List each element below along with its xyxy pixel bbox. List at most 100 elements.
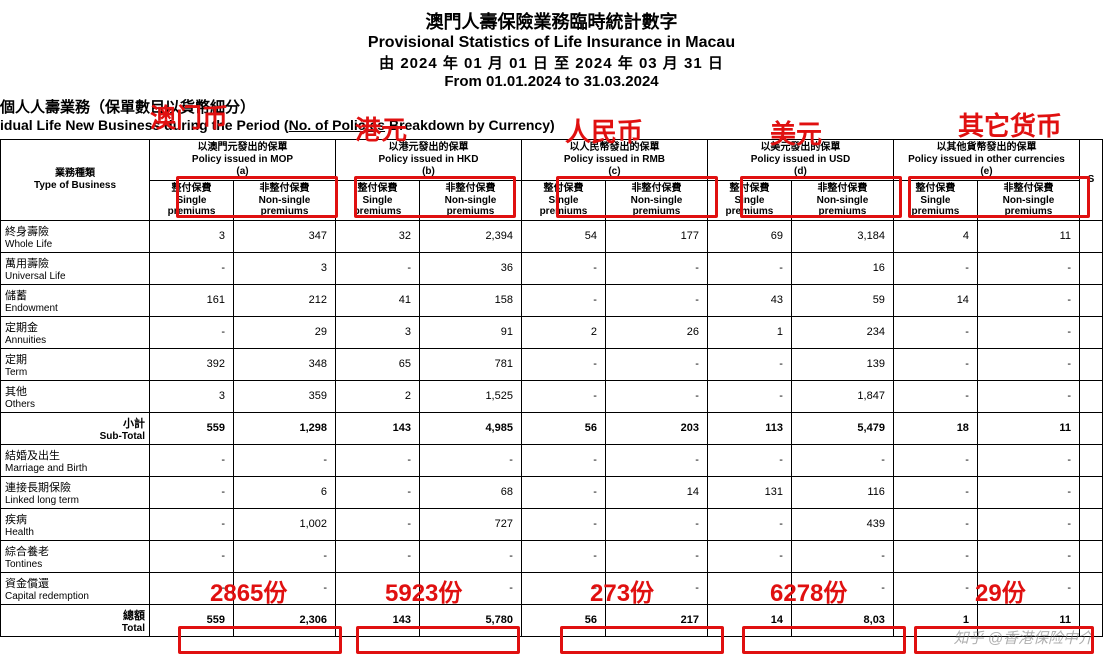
- cell: -: [335, 508, 419, 540]
- cell: -: [707, 380, 791, 412]
- cell: 68: [419, 476, 521, 508]
- cell: 139: [791, 348, 893, 380]
- cell: 11: [977, 220, 1079, 252]
- row-label: 萬用壽險Universal Life: [1, 252, 150, 284]
- cell: -: [977, 316, 1079, 348]
- cell: -: [150, 316, 234, 348]
- cell: -: [605, 444, 707, 476]
- cell: 217: [605, 604, 707, 636]
- cell: 559: [150, 412, 234, 444]
- cell: -: [521, 540, 605, 572]
- cell: -: [521, 572, 605, 604]
- cell: -: [234, 444, 336, 476]
- subcol-single: 整付保費Single premiums: [893, 181, 977, 221]
- cell: 5,780: [419, 604, 521, 636]
- cell: -: [893, 508, 977, 540]
- cell: 3: [150, 220, 234, 252]
- cell: 348: [234, 348, 336, 380]
- cell: 1,002: [234, 508, 336, 540]
- cell: 4: [893, 220, 977, 252]
- cell: -: [419, 444, 521, 476]
- cell: -: [977, 572, 1079, 604]
- row-label: 總額Total: [1, 604, 150, 636]
- cell: 727: [419, 508, 521, 540]
- cell: -: [150, 508, 234, 540]
- cell: -: [150, 540, 234, 572]
- cell: -: [521, 508, 605, 540]
- section-title-cn: 個人人壽業務（保單數目以貨幣細分）: [0, 99, 255, 116]
- cell: -: [605, 284, 707, 316]
- cell: -: [150, 476, 234, 508]
- cell: -: [234, 572, 336, 604]
- row-label: 儲蓄Endowment: [1, 284, 150, 316]
- cell: 3: [150, 380, 234, 412]
- cell: 5,479: [791, 412, 893, 444]
- cell: -: [605, 380, 707, 412]
- subcol-nonsingle: 非整付保費Non-single premiums: [234, 181, 336, 221]
- document-header: 澳門人壽保險業務臨時統計數字 Provisional Statistics of…: [0, 0, 1103, 90]
- cell: 16: [791, 252, 893, 284]
- cell: 14: [707, 604, 791, 636]
- cell: 347: [234, 220, 336, 252]
- title-en: Provisional Statistics of Life Insurance…: [0, 34, 1103, 52]
- cell: 8,03: [791, 604, 893, 636]
- row-label: 結婚及出生Marriage and Birth: [1, 444, 150, 476]
- cell: -: [893, 380, 977, 412]
- cell: 131: [707, 476, 791, 508]
- col-hkd: 以港元發出的保單Policy issued in HKD(b): [335, 140, 521, 181]
- cell: 14: [893, 284, 977, 316]
- cell: -: [791, 572, 893, 604]
- cell: -: [335, 476, 419, 508]
- row-label: 疾病Health: [1, 508, 150, 540]
- cell: 43: [707, 284, 791, 316]
- subcol-single: 整付保費Single premiums: [335, 181, 419, 221]
- cell: -: [977, 380, 1079, 412]
- cell: 41: [335, 284, 419, 316]
- cell: 3,184: [791, 220, 893, 252]
- subcol-nonsingle: 非整付保費Non-single premiums: [419, 181, 521, 221]
- cell: -: [419, 540, 521, 572]
- cell: 1: [707, 316, 791, 348]
- row-label: 其他Others: [1, 380, 150, 412]
- cell: -: [893, 316, 977, 348]
- subcol-single: 整付保費Single premiums: [521, 181, 605, 221]
- row-label: 資金償還Capital redemption: [1, 572, 150, 604]
- cell: 1,525: [419, 380, 521, 412]
- cell: 2: [521, 316, 605, 348]
- cell: 36: [419, 252, 521, 284]
- date-range-en: From 01.01.2024 to 31.03.2024: [0, 73, 1103, 90]
- cell: -: [335, 572, 419, 604]
- cell: -: [977, 252, 1079, 284]
- cell: -: [335, 444, 419, 476]
- cell: -: [521, 284, 605, 316]
- cell: -: [977, 508, 1079, 540]
- section-title: 個人人壽業務（保單數目以貨幣細分） idual Life New Busines…: [0, 96, 1103, 135]
- cell: -: [335, 252, 419, 284]
- cell: -: [707, 540, 791, 572]
- cell: 6: [234, 476, 336, 508]
- col-rmb: 以人民幣發出的保單Policy issued in RMB(c): [521, 140, 707, 181]
- cell: 32: [335, 220, 419, 252]
- cell: -: [521, 348, 605, 380]
- cell: -: [521, 380, 605, 412]
- cell: 91: [419, 316, 521, 348]
- cell: -: [977, 540, 1079, 572]
- cell: 2,394: [419, 220, 521, 252]
- cell: 392: [150, 348, 234, 380]
- col-usd: 以美元發出的保單Policy issued in USD(d): [707, 140, 893, 181]
- cell: -: [234, 540, 336, 572]
- cell: 203: [605, 412, 707, 444]
- cell: 2,306: [234, 604, 336, 636]
- cell: -: [605, 508, 707, 540]
- row-label: 終身壽險Whole Life: [1, 220, 150, 252]
- section-title-en: idual Life New Business during the Perio…: [0, 117, 555, 133]
- cell: 56: [521, 604, 605, 636]
- cell: -: [893, 348, 977, 380]
- cell: -: [707, 252, 791, 284]
- cell: 26: [605, 316, 707, 348]
- cell: 59: [791, 284, 893, 316]
- cell: -: [977, 444, 1079, 476]
- subcol-single: 整付保費Single premiums: [150, 181, 234, 221]
- watermark: 知乎 @香港保险中介: [954, 627, 1093, 648]
- cell: 29: [234, 316, 336, 348]
